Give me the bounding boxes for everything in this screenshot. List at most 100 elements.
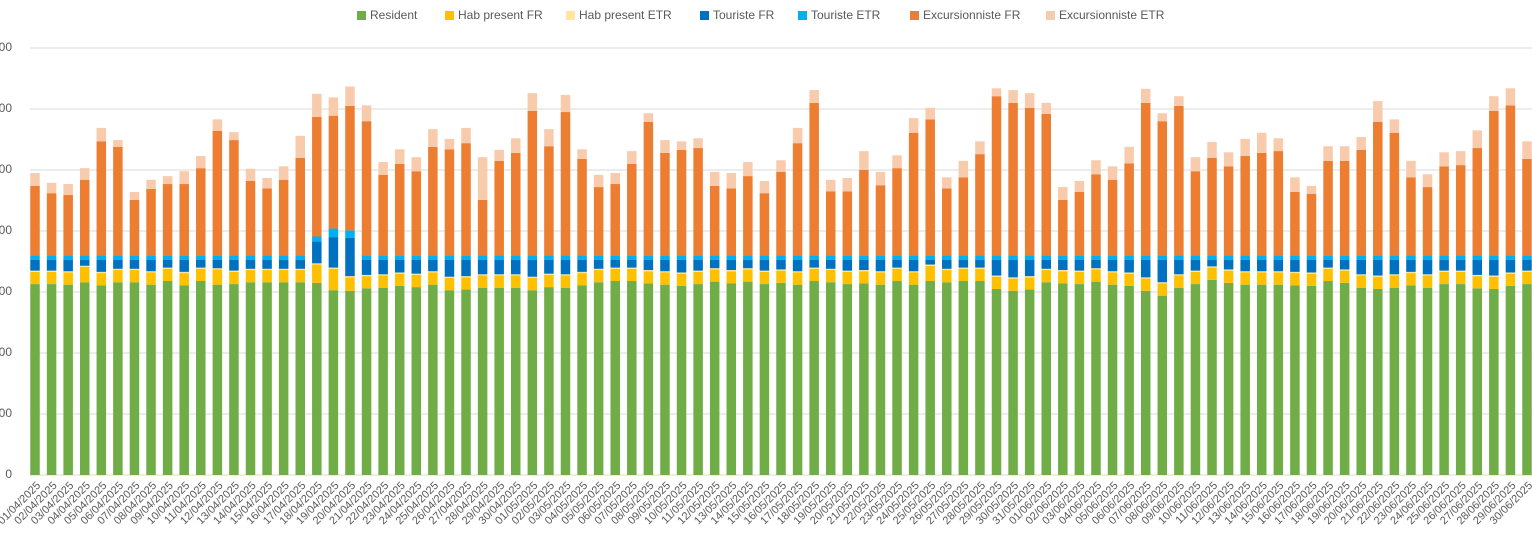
bar-segment [1008,90,1018,103]
bar-segment [1207,279,1217,475]
bar-segment [1240,138,1250,156]
bar-segment [1455,284,1466,475]
bar-segment [1257,132,1267,153]
bar-segment [1339,146,1350,161]
bar-segment [345,276,355,278]
bar-segment [1024,259,1035,277]
bar-segment [1240,271,1250,273]
bar-segment [1489,110,1499,256]
bar-segment [825,259,836,269]
bar-segment [1124,255,1134,260]
bar-segment [825,282,836,475]
bar-segment [1406,271,1416,274]
bar-segment [991,96,1002,256]
bar-segment [1074,271,1085,285]
bar-segment [179,271,189,274]
bar-segment [1190,271,1201,285]
bar-segment [627,163,637,256]
bar-segment [627,259,637,268]
bar-segment [1489,276,1499,289]
bar-segment [295,268,305,271]
bar-segment [179,259,189,272]
bar-segment [312,116,322,237]
bar-segment [544,274,554,288]
bar-segment [1422,259,1433,275]
bar-segment [96,285,107,475]
bar-segment [162,281,173,475]
bar-segment [113,282,123,475]
bar-segment [842,259,853,271]
bar-segment [511,255,521,260]
bar-segment [643,255,654,260]
bar-segment [1339,270,1350,283]
bar-segment [1008,278,1018,291]
bar-segment [560,274,571,276]
bar-segment [1389,259,1400,275]
bar-segment [1439,152,1449,167]
bar-segment [461,277,471,290]
legend-swatch [910,11,919,20]
bar-segment [859,151,869,170]
bar-segment [792,143,803,256]
bar-segment [378,275,388,288]
bar-segment [825,270,836,283]
bar-segment [411,157,422,172]
bar-segment [295,157,305,256]
bar-segment [1223,282,1234,475]
bar-segment [759,284,770,475]
bar-segment [278,179,289,256]
bar-segment [743,268,753,270]
bar-segment [1406,273,1416,286]
bar-segment [593,270,604,283]
bar-segment [991,276,1002,289]
bar-segment [162,255,173,260]
bar-segment [1439,271,1449,285]
bar-segment [345,86,355,106]
bar-segment [610,184,620,256]
bar-segment [593,282,604,475]
bar-segment [1207,266,1217,268]
bar-segment [1174,105,1184,256]
bar-segment [428,259,438,272]
bar-segment [1422,255,1433,260]
bar-segment [577,159,587,256]
bar-segment [96,127,107,142]
bar-segment [1190,259,1201,271]
bar-segment [825,268,836,271]
bar-segment [1439,284,1449,475]
bar-segment [991,288,1002,475]
bar-segment [46,271,57,285]
bar-segment [129,259,140,269]
bar-segment [1373,255,1383,260]
bar-segment [1306,259,1317,273]
bar-segment [1455,271,1466,285]
bar-segment [908,259,919,272]
bar-segment [1356,137,1366,150]
bar-segment [958,259,969,268]
bar-segment [842,270,853,272]
legend-label: Excursionniste FR [923,8,1021,22]
bar-segment [378,274,388,276]
bar-segment [229,132,239,141]
bar-segment [925,259,935,265]
bar-segment [229,259,239,271]
bar-segment [1455,151,1466,166]
bar-segment [345,290,355,475]
bar-segment [660,284,670,475]
bar-segment [1356,149,1366,256]
bar-segment [146,188,156,256]
bar-segment [1124,272,1134,274]
bar-segment [809,267,819,269]
bar-segment [908,284,919,475]
bar-segment [1323,268,1333,282]
bar-segment [660,271,670,273]
bar-segment [709,255,720,260]
bar-segment [129,268,140,271]
bar-segment [46,182,57,194]
bar-segment [776,171,786,256]
bar-segment [809,102,819,256]
bar-segment [1406,259,1416,272]
bar-segment [627,268,637,282]
bar-segment [610,281,620,475]
bar-segment [1024,277,1035,290]
